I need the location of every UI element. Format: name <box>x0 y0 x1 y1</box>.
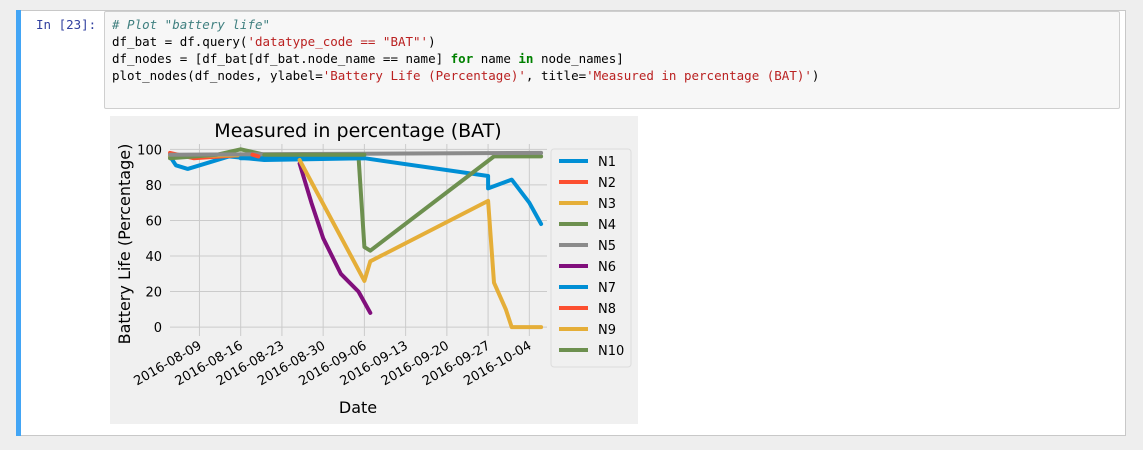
legend-label: N4 <box>598 218 616 233</box>
legend-label: N10 <box>598 344 624 359</box>
code-token: 'Battery Life (Percentage)' <box>322 68 526 83</box>
input-prompt: In [23]: <box>36 17 97 32</box>
code-token: plot_nodes(df_nodes, ylabel= <box>112 68 323 83</box>
code-token: df_bat = df.query( <box>112 34 248 49</box>
code-line: df_nodes = [df_bat[df_bat.node_name == n… <box>112 50 819 67</box>
chart-title: Measured in percentage (BAT) <box>214 120 501 142</box>
code-token: ) <box>811 68 820 83</box>
y-tick-label: 0 <box>154 321 162 336</box>
code-editor[interactable] <box>104 11 1120 109</box>
selected-cell-indicator <box>16 10 21 436</box>
code-text[interactable]: # Plot "battery life" df_bat = df.query('… <box>112 16 819 84</box>
code-token: 'Measured in percentage (BAT)' <box>586 68 812 83</box>
y-tick-label: 80 <box>145 179 162 194</box>
code-token: df_nodes = [df_bat[df_bat.node_name == n… <box>112 51 451 66</box>
x-axis-label: Date <box>339 398 377 417</box>
code-token: in <box>518 51 534 66</box>
legend-label: N7 <box>598 281 616 296</box>
y-axis-label: Battery Life (Percentage) <box>115 144 134 345</box>
code-token: ) <box>428 34 436 49</box>
grid <box>170 144 547 336</box>
legend-label: N2 <box>598 176 616 191</box>
code-token: for <box>450 51 474 66</box>
legend-label: N8 <box>598 302 616 317</box>
y-tick-label: 100 <box>137 143 162 158</box>
legend-label: N6 <box>598 260 616 275</box>
legend-label: N5 <box>598 239 616 254</box>
code-token: node_names] <box>533 51 624 66</box>
series-line-n9 <box>297 158 544 330</box>
code-token: # Plot "battery life" <box>112 17 271 32</box>
legend-label: N9 <box>598 323 616 338</box>
legend: N1 N2 N3 N4 N5 N6 N7 N8 N9 N10 <box>550 148 632 368</box>
legend-label: N3 <box>598 197 616 212</box>
series-line-n8 <box>250 152 261 159</box>
series-lines <box>168 147 544 330</box>
y-tick-label: 20 <box>145 286 162 301</box>
code-line: plot_nodes(df_nodes, ylabel='Battery Lif… <box>112 67 819 84</box>
code-token: name <box>473 51 519 66</box>
series-line-n6 <box>297 161 373 315</box>
code-token: , title= <box>525 68 587 83</box>
y-tick-label: 60 <box>145 214 162 229</box>
legend-label: N1 <box>598 155 616 170</box>
code-line: # Plot "battery life" <box>112 16 819 33</box>
y-tick-labels: 0 20 40 60 80 100 <box>137 143 162 336</box>
battery-chart: Measured in percentage (BAT) Date Batter… <box>110 116 638 424</box>
y-tick-label: 40 <box>145 250 162 265</box>
code-token: 'datatype_code == "BAT"' <box>247 34 429 49</box>
code-line: df_bat = df.query('datatype_code == "BAT… <box>112 33 819 50</box>
